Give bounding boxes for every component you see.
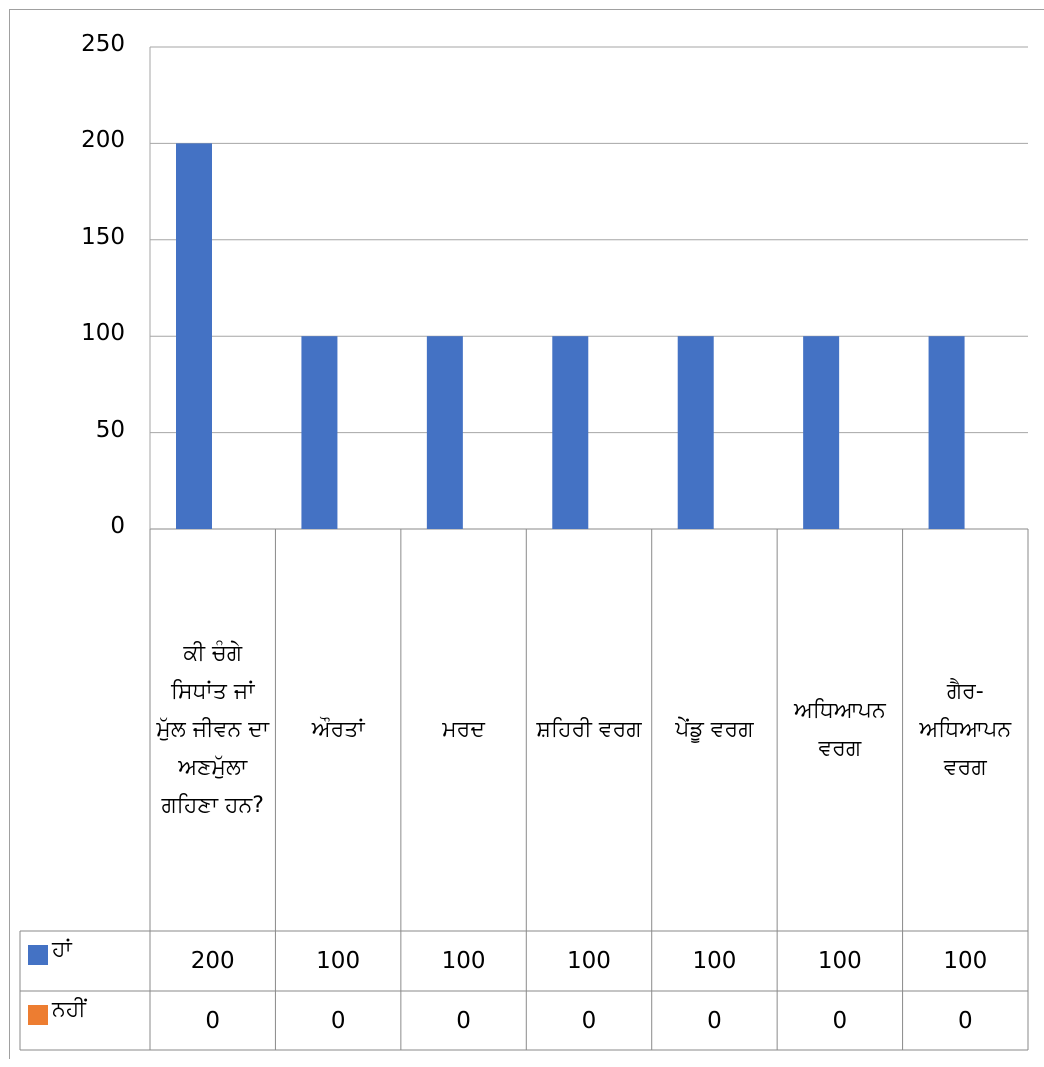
legend-swatch — [28, 1005, 48, 1025]
gridlines — [149, 46, 1028, 530]
data-table-value: 100 — [943, 948, 988, 974]
legend-entry: ਹਾਂ — [20, 931, 150, 991]
data-table-value: 0 — [707, 1007, 722, 1034]
legend-label: ਹਾਂ — [52, 937, 72, 962]
bar-yes — [301, 336, 338, 529]
bars — [176, 143, 965, 529]
y-tick-label: 250 — [81, 31, 125, 57]
data-table-value: 100 — [316, 948, 361, 974]
y-tick-label: 50 — [95, 416, 125, 443]
data-table-value: 200 — [190, 948, 235, 974]
data-table-value: 100 — [441, 948, 486, 974]
category-label: ਅਧਿਆਪਨ ਵਰਗ — [793, 698, 886, 761]
data-table-value: 0 — [581, 1007, 597, 1034]
data-table-value: 0 — [832, 1007, 848, 1034]
y-tick-label: 100 — [81, 320, 125, 347]
category-label: ਪੇਂਡੂ ਵਰਗ — [675, 717, 754, 742]
legend-swatch — [28, 945, 48, 965]
data-table-lines — [19, 529, 1029, 1051]
legend-entry: ਨਹੀਂ — [20, 991, 150, 1050]
bar-yes — [803, 336, 840, 529]
category-label: ਕੀ ਚੰਗੇ ਸਿਧਾਂਤ ਜਾਂ ਮੁੱਲ ਜੀਵਨ ਦਾ ਅਣਮੁੱਲਾ … — [156, 641, 270, 818]
chart-frame-left — [9, 9, 10, 1059]
category-label: ਮਰਦ — [442, 717, 485, 742]
category-label: ਸ਼ਹਿਰੀ ਵਰਗ — [536, 717, 642, 742]
data-table-value: 100 — [567, 948, 611, 974]
chart-frame-top — [10, 9, 1044, 10]
y-tick-label: 0 — [110, 513, 125, 539]
category-label: ਔਰਤਾਂ — [311, 717, 365, 742]
legend-label: ਨਹੀਂ — [52, 997, 86, 1022]
bar-yes — [552, 336, 589, 529]
y-tick-label: 150 — [81, 223, 125, 250]
bar-yes — [176, 143, 212, 529]
data-table-value: 100 — [817, 948, 862, 974]
data-table-value: 0 — [456, 1007, 471, 1034]
data-table-value: 0 — [957, 1007, 973, 1034]
bar-yes — [677, 336, 714, 529]
bar-yes — [426, 336, 463, 529]
bar-yes — [928, 336, 965, 529]
y-tick-label: 200 — [81, 127, 125, 154]
data-table-value: 0 — [330, 1007, 346, 1034]
data-table-value: 100 — [692, 948, 737, 974]
category-label: ਗੈਰ-ਅਧਿਆਪਨ ਵਰਗ — [919, 679, 1012, 780]
data-table-value: 0 — [205, 1007, 221, 1034]
